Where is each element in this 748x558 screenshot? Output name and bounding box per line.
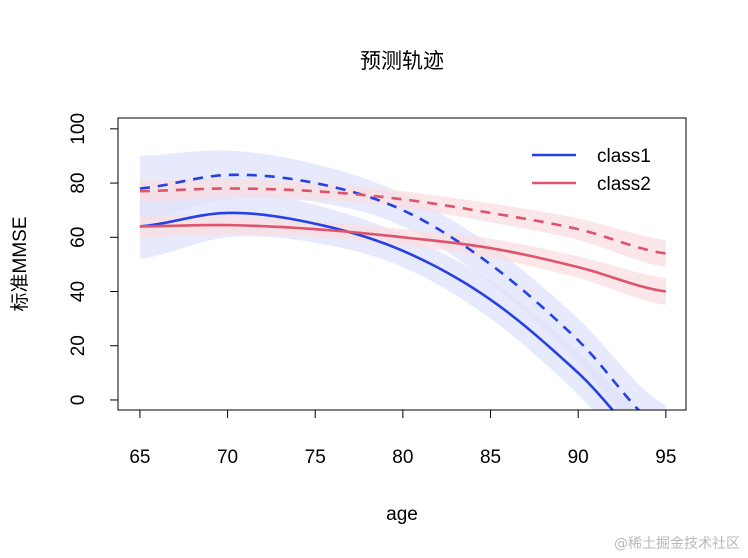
x-axis-label: age [386,504,418,525]
x-axis: 65 70 75 80 85 90 95 [129,409,676,468]
legend-label-class1: class1 [597,146,651,167]
x-tick-label: 70 [217,447,238,468]
y-tick-label: 0 [68,395,89,406]
y-axis-label: 标准MMSE [9,216,31,311]
band-class2-dashed [139,178,666,268]
y-tick-label: 80 [68,172,89,193]
y-tick-label: 100 [68,113,89,145]
line-class1-solid [139,211,615,410]
watermark: @稀土掘金技术社区 [614,536,740,552]
legend-label-class2: class2 [597,174,651,195]
x-tick-label: 95 [655,447,676,468]
legend: class1 class2 [532,146,651,195]
line-class1-dashed [139,173,641,410]
x-tick-label: 90 [568,447,589,468]
line-class2-solid [139,223,667,293]
chart-title: 预测轨迹 [360,49,444,73]
y-tick-label: 20 [68,335,89,356]
x-tick-label: 75 [305,447,326,468]
x-tick-label: 80 [392,447,413,468]
y-axis: 0 20 40 60 80 100 [68,113,119,406]
y-tick-label: 60 [68,227,89,248]
series-lines [139,173,667,410]
confidence-bands [139,150,666,410]
y-tick-label: 40 [68,281,89,302]
x-tick-label: 65 [129,447,150,468]
x-tick-label: 85 [480,447,501,468]
line-class2-dashed [139,187,667,255]
